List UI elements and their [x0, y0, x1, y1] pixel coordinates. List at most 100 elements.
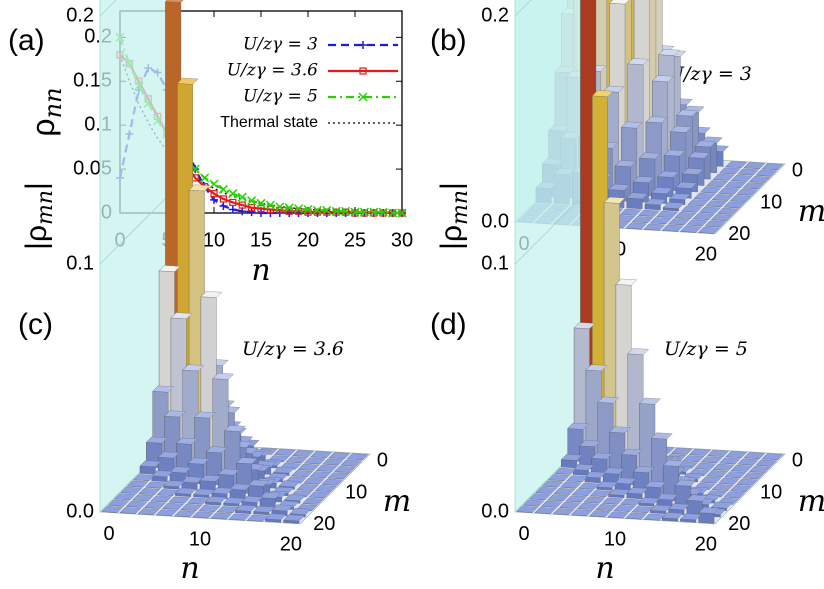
bar-top-face [216, 506, 239, 513]
bar [292, 450, 314, 457]
bar [674, 212, 697, 219]
bar [671, 447, 693, 455]
bar [613, 505, 636, 512]
n-axis-label: n [595, 551, 614, 586]
bar-top-face [585, 364, 608, 372]
grid-line [99, 193, 171, 265]
bar-top-face [322, 458, 344, 466]
bar-top-face [749, 176, 771, 183]
bar [571, 509, 593, 516]
bar-top-face [310, 451, 333, 458]
bar-top-face [223, 497, 245, 505]
bar-top-face [749, 466, 771, 473]
annotation: U/zγ = 5 [664, 338, 748, 360]
bar [578, 482, 600, 490]
bar-top-face [309, 471, 332, 478]
bar-top-face [632, 466, 655, 473]
bar [321, 478, 344, 486]
marker [200, 173, 210, 183]
bar [328, 452, 351, 459]
bar [553, 488, 576, 495]
bar [711, 194, 734, 201]
bar-top-face [724, 471, 747, 478]
bar-top-face [187, 457, 210, 465]
bar [601, 497, 624, 505]
panel-label: (b) [430, 24, 467, 57]
bar-top-face [631, 506, 654, 513]
bar-top-face [138, 488, 161, 495]
bar [114, 493, 136, 500]
bar [706, 180, 729, 187]
bar [560, 481, 582, 489]
n-tick-label: 10 [189, 528, 211, 550]
n-tick-label: 20 [280, 534, 302, 556]
bar-top-face [210, 512, 233, 520]
bar [144, 501, 166, 509]
bar-top-face [625, 222, 648, 230]
bar [139, 460, 162, 475]
bar-top-face [676, 109, 699, 117]
x-tick-label: 15 [250, 229, 272, 251]
bar-top-face [718, 477, 740, 485]
bar-top-face [181, 476, 204, 484]
y-axis-label-base: ρ [25, 118, 61, 136]
bar-top-face [731, 464, 753, 472]
bar [529, 493, 551, 500]
bar-top-face [680, 225, 702, 233]
panel-label: (d) [430, 308, 467, 341]
bar-top-face [719, 167, 741, 175]
bar-top-face [522, 499, 545, 507]
grid-line [514, 193, 586, 265]
bar [246, 514, 269, 522]
bar [638, 209, 660, 217]
bar-top-face [712, 463, 735, 471]
annotation: U/zγ = 3.6 [242, 338, 344, 360]
bar [731, 464, 753, 472]
bar-top-face [151, 470, 174, 477]
bar-top-face [516, 506, 539, 513]
bar-top-face [706, 180, 729, 187]
bar-top-face [701, 456, 723, 464]
marker [341, 206, 351, 216]
bar-front-face [626, 197, 643, 210]
bar [174, 510, 196, 518]
bar-top-face [572, 463, 595, 471]
bar-top-face [315, 485, 337, 492]
bar [126, 500, 148, 508]
bar [627, 348, 649, 479]
bar [554, 467, 577, 475]
bar [193, 488, 215, 498]
bar-top-face [573, 322, 596, 329]
bar [205, 496, 227, 506]
bar-top-face [621, 448, 643, 456]
bar [309, 471, 332, 478]
bar-top-face [694, 140, 717, 148]
bar-top-face [541, 480, 564, 488]
bar [724, 181, 747, 188]
bar [639, 397, 661, 487]
z-axis-label: |ρmn| [20, 182, 58, 250]
bar-top-face [718, 187, 740, 195]
bar [308, 491, 331, 499]
bar [534, 507, 557, 514]
bar-top-face [246, 514, 269, 522]
bar-top-face [316, 464, 338, 472]
bar-top-face [680, 513, 702, 521]
marker [312, 205, 322, 215]
bar-top-face [328, 452, 351, 459]
n-tick-label: 0 [519, 523, 530, 545]
bar [742, 472, 765, 480]
x-tick-label: 30 [391, 229, 413, 251]
bar [585, 364, 608, 463]
bar-top-face [168, 496, 191, 504]
bar [216, 506, 239, 513]
m-tick-label: 0 [792, 449, 803, 471]
bar-top-face [247, 479, 270, 487]
bar-top-face [133, 474, 155, 481]
m-tick-label: 0 [792, 159, 803, 181]
bar-top-face [662, 202, 685, 209]
marker [378, 207, 388, 217]
bar [310, 451, 333, 458]
bar-top-face [705, 200, 728, 208]
bar [228, 513, 251, 521]
